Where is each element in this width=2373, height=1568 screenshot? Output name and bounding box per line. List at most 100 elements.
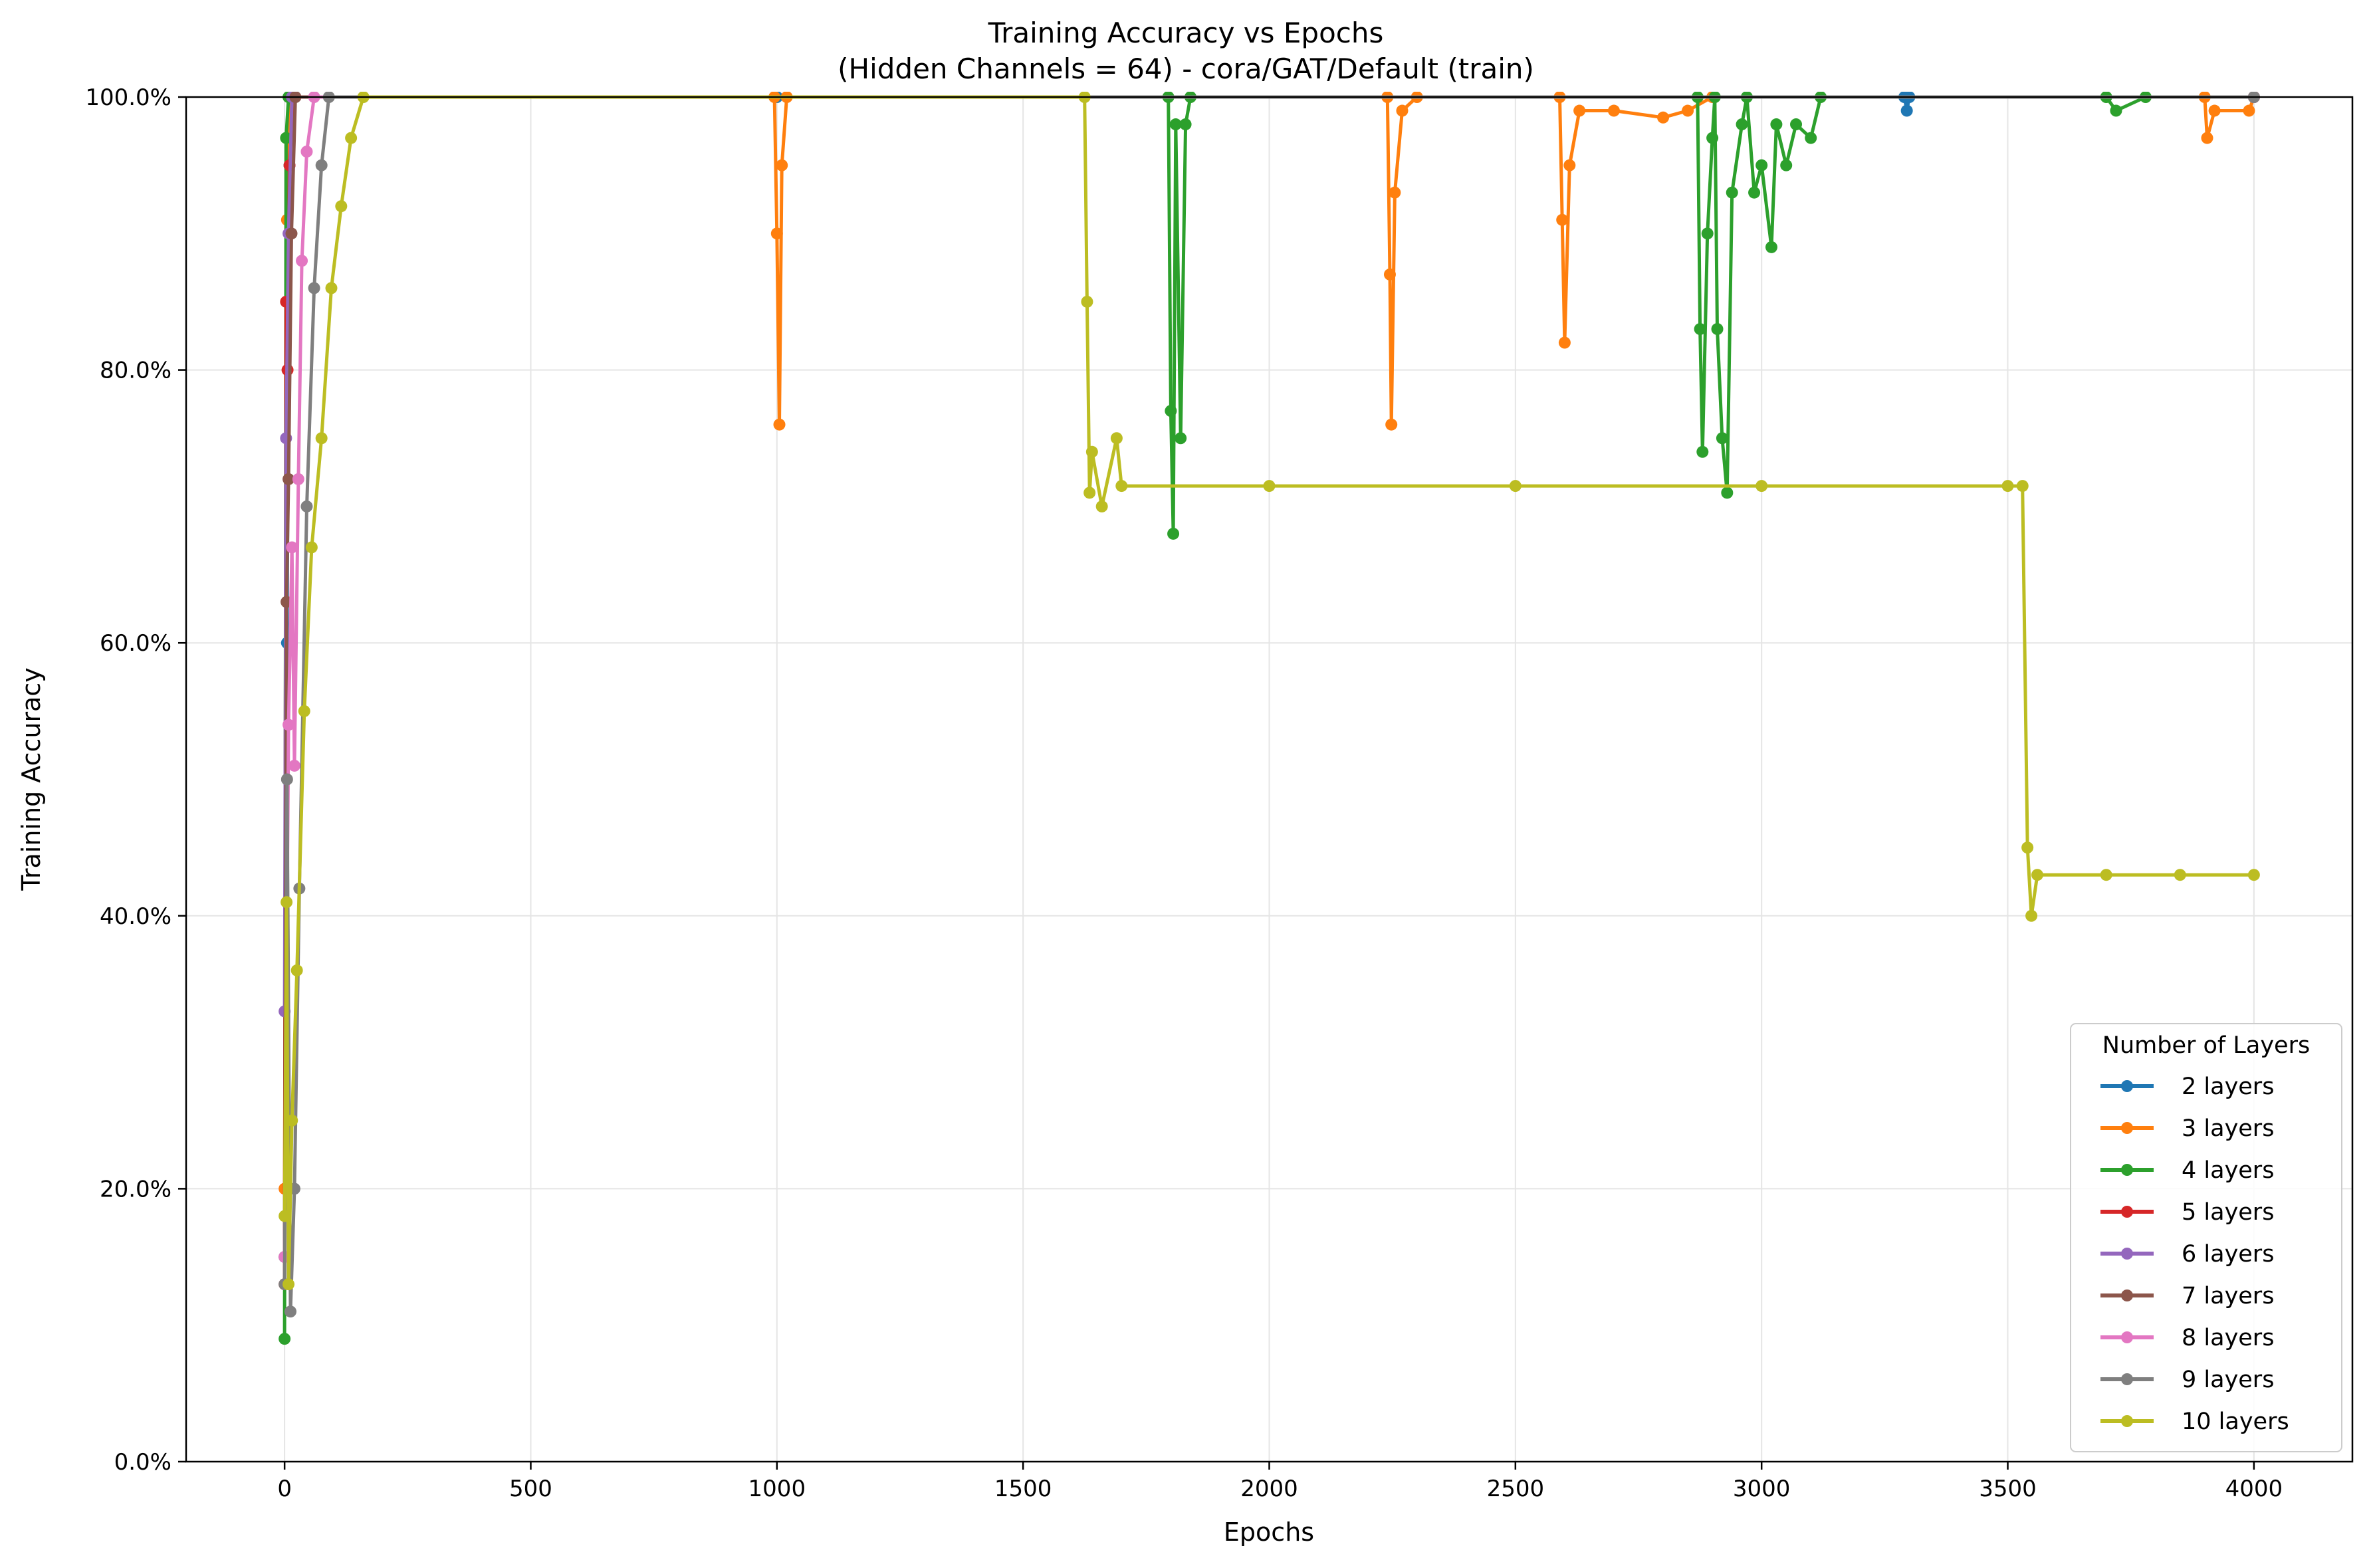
legend-title: Number of Layers	[2102, 1032, 2310, 1059]
legend-label: 5 layers	[2182, 1199, 2274, 1226]
data-point	[1563, 159, 1576, 171]
data-point	[296, 255, 308, 267]
data-point	[1765, 241, 1777, 253]
data-point	[1755, 159, 1768, 171]
legend-item: 2 layers	[2100, 1073, 2274, 1100]
legend-swatch-marker	[2121, 1415, 2133, 1427]
data-point	[1701, 227, 1714, 240]
legend-swatch-marker	[2121, 1164, 2133, 1176]
x-tick-label: 2000	[1240, 1476, 1298, 1502]
legend-item: 3 layers	[2100, 1115, 2274, 1142]
x-tick-label: 500	[509, 1476, 552, 1502]
data-point	[770, 227, 783, 240]
legend-swatch-marker	[2121, 1331, 2133, 1343]
data-point	[345, 132, 358, 144]
data-point	[284, 1305, 297, 1318]
chart-subtitle: (Hidden Channels = 64) - cora/GAT/Defaul…	[838, 53, 1534, 85]
data-point	[1682, 104, 1694, 117]
data-point	[285, 227, 298, 240]
legend-label: 4 layers	[2182, 1157, 2274, 1184]
data-point	[2174, 869, 2186, 881]
data-point	[2001, 480, 2014, 493]
data-point	[280, 132, 292, 144]
data-point	[1263, 480, 1276, 493]
data-point	[2208, 104, 2221, 117]
legend: Number of Layers 2 layers 3 layers 4 layer…	[2070, 1023, 2342, 1452]
data-point	[1081, 295, 1093, 308]
data-point	[2016, 480, 2029, 493]
data-point	[288, 759, 300, 772]
data-point	[1900, 104, 1913, 117]
data-point	[2025, 909, 2038, 922]
series-line	[282, 95, 2254, 1286]
grid	[186, 96, 2352, 1462]
data-point	[1573, 104, 1586, 117]
data-point	[281, 773, 293, 786]
data-point	[281, 896, 293, 909]
legend-label: 7 layers	[2182, 1283, 2274, 1309]
data-point	[1389, 186, 1401, 199]
legend-item: 9 layers	[2100, 1367, 2274, 1393]
data-point	[1165, 405, 1177, 417]
y-tick-label: 80.0%	[100, 358, 171, 384]
data-point	[2247, 869, 2260, 881]
data-point	[1726, 186, 1738, 199]
y-tick-label: 40.0%	[100, 903, 171, 930]
x-tick-label: 1000	[748, 1476, 806, 1502]
data-point	[300, 146, 313, 158]
legend-item: 8 layers	[2100, 1325, 2274, 1351]
data-point	[2100, 869, 2112, 881]
data-point	[282, 1278, 295, 1291]
data-point	[1167, 527, 1180, 540]
data-point	[298, 705, 310, 717]
data-point	[1716, 432, 1728, 445]
data-point	[290, 964, 303, 976]
x-tick-label: 3500	[1979, 1476, 2037, 1502]
data-point	[1706, 132, 1719, 144]
data-point	[286, 1114, 298, 1127]
y-tick-label: 100.0%	[85, 84, 171, 111]
data-point	[305, 541, 318, 554]
series-line	[282, 95, 2254, 1339]
legend-item: 7 layers	[2100, 1283, 2274, 1309]
series-9	[279, 92, 2260, 1291]
chart-title: Training Accuracy vs Epochs	[988, 17, 1384, 49]
data-point	[1385, 418, 1398, 431]
legend-box	[2070, 1023, 2342, 1452]
data-point	[1711, 323, 1724, 336]
data-point	[279, 1210, 291, 1222]
data-point	[776, 159, 788, 171]
x-tick-label: 4000	[2225, 1476, 2283, 1502]
data-point	[1805, 132, 1817, 144]
data-point	[1169, 118, 1182, 131]
legend-label: 3 layers	[2182, 1115, 2274, 1142]
data-point	[2021, 841, 2034, 854]
data-point	[2243, 104, 2255, 117]
data-point	[1696, 445, 1709, 458]
data-point	[1396, 104, 1409, 117]
data-point	[1694, 323, 1706, 336]
data-point	[2201, 132, 2213, 144]
data-point	[300, 500, 313, 512]
data-point	[325, 282, 338, 294]
data-point	[335, 200, 348, 213]
legend-label: 2 layers	[2182, 1073, 2274, 1100]
x-axis: 0 500 1000 1500 2000 2500 3000 3500 4000	[277, 1462, 2283, 1502]
data-point	[1755, 480, 1768, 493]
y-tick-label: 20.0%	[100, 1176, 171, 1202]
data-point	[2031, 869, 2043, 881]
y-axis-label: Training Accuracy	[17, 667, 46, 891]
x-axis-label: Epochs	[1224, 1517, 1314, 1547]
legend-items: 2 layers 3 layers 4 layers 5 layers 6 layers…	[2100, 1073, 2289, 1435]
data-point	[1790, 118, 1803, 131]
data-point	[1175, 432, 1187, 445]
data-point	[315, 159, 328, 171]
legend-item: 4 layers	[2100, 1157, 2274, 1184]
data-point	[1179, 118, 1192, 131]
data-point	[315, 432, 328, 445]
data-point	[282, 473, 295, 485]
data-point	[2110, 104, 2122, 117]
data-point	[1556, 213, 1569, 226]
